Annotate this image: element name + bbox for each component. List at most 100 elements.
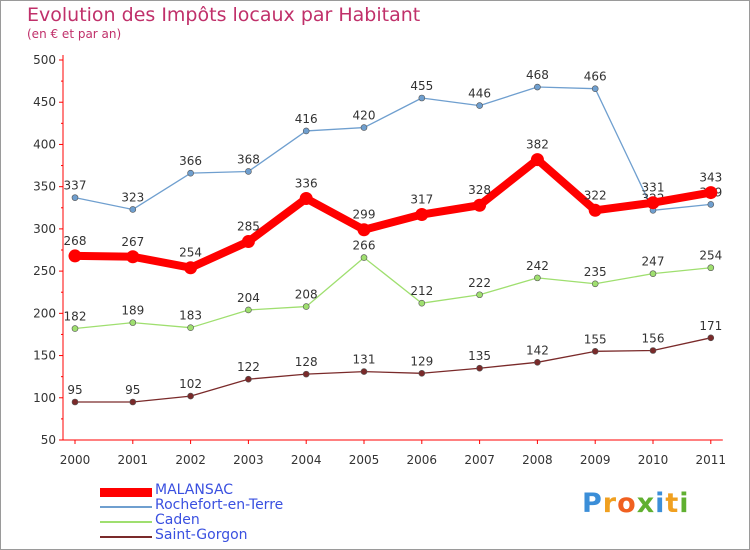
data-point-caden xyxy=(245,306,252,314)
data-point-malansac xyxy=(241,235,255,249)
data-point-saint-gorgon xyxy=(591,348,599,355)
y-tick-label: 150 xyxy=(33,349,56,363)
data-point-malansac xyxy=(299,191,313,205)
y-tick-label: 400 xyxy=(33,137,56,151)
data-label-malansac: 254 xyxy=(179,246,202,260)
x-tick-label: 2006 xyxy=(407,453,438,467)
data-point-caden xyxy=(649,270,657,277)
data-label-rochefort-en-terre: 446 xyxy=(468,87,491,101)
y-tick-label: 350 xyxy=(33,180,56,194)
data-label-caden: 204 xyxy=(237,291,260,305)
data-point-rochefort-en-terre xyxy=(245,168,252,175)
data-point-caden xyxy=(534,274,541,282)
data-label-caden: 189 xyxy=(121,304,144,318)
data-label-saint-gorgon: 131 xyxy=(353,353,376,367)
legend-label: Rochefort-en-Terre xyxy=(155,497,284,513)
data-label-saint-gorgon: 135 xyxy=(468,349,491,363)
data-label-rochefort-en-terre: 468 xyxy=(526,68,549,82)
data-label-caden: 242 xyxy=(526,259,549,273)
data-label-rochefort-en-terre: 416 xyxy=(295,112,318,126)
y-tick-label: 450 xyxy=(33,95,56,109)
data-label-caden: 235 xyxy=(584,265,607,279)
data-point-malansac xyxy=(646,196,660,210)
data-point-rochefort-en-terre xyxy=(302,127,310,135)
data-label-saint-gorgon: 95 xyxy=(125,383,140,397)
data-label-malansac: 285 xyxy=(237,220,260,234)
x-tick-label: 2004 xyxy=(291,453,322,467)
data-point-rochefort-en-terre xyxy=(360,124,368,131)
data-label-malansac: 267 xyxy=(121,235,144,249)
data-point-caden xyxy=(418,299,426,307)
data-point-rochefort-en-terre xyxy=(187,169,194,177)
y-tick-label: 300 xyxy=(33,222,56,236)
data-point-caden xyxy=(71,325,79,332)
data-label-saint-gorgon: 129 xyxy=(410,354,433,368)
data-label-malansac: 268 xyxy=(64,234,87,248)
data-label-malansac: 343 xyxy=(699,171,722,185)
data-label-caden: 222 xyxy=(468,276,491,290)
data-label-rochefort-en-terre: 323 xyxy=(121,190,144,204)
y-tick-label: 50 xyxy=(41,433,56,447)
data-point-caden xyxy=(302,303,310,310)
series-line-caden xyxy=(74,256,712,330)
data-label-malansac: 328 xyxy=(468,183,491,197)
data-label-saint-gorgon: 122 xyxy=(237,360,260,374)
data-label-rochefort-en-terre: 455 xyxy=(410,79,433,93)
data-label-malansac: 336 xyxy=(295,176,318,190)
data-point-saint-gorgon xyxy=(707,334,715,342)
data-point-rochefort-en-terre xyxy=(476,102,483,109)
data-point-saint-gorgon xyxy=(534,359,541,366)
data-point-caden xyxy=(591,280,599,288)
data-point-malansac xyxy=(530,153,544,167)
logo-letter: i xyxy=(655,488,666,519)
data-point-malansac xyxy=(126,250,140,264)
data-label-malansac: 317 xyxy=(410,193,433,207)
data-label-saint-gorgon: 102 xyxy=(179,377,202,391)
data-point-saint-gorgon xyxy=(71,398,79,406)
logo-letter: x xyxy=(636,488,656,519)
data-point-caden xyxy=(707,264,715,272)
y-tick-label: 500 xyxy=(33,53,56,67)
legend-swatch xyxy=(100,506,152,508)
data-label-saint-gorgon: 128 xyxy=(295,355,318,369)
data-point-saint-gorgon xyxy=(187,392,194,400)
data-point-saint-gorgon xyxy=(418,369,426,377)
data-point-rochefort-en-terre xyxy=(534,83,541,91)
data-point-caden xyxy=(360,254,368,261)
legend-swatch xyxy=(100,521,152,523)
data-point-malansac xyxy=(415,208,429,222)
data-point-caden xyxy=(476,291,483,299)
chart-title: Evolution des Impôts locaux par Habitant xyxy=(27,4,421,26)
x-tick-label: 2001 xyxy=(118,453,149,467)
data-label-caden: 212 xyxy=(410,284,433,298)
data-point-saint-gorgon xyxy=(360,368,368,375)
chart-subtitle: (en € et par an) xyxy=(27,27,122,41)
data-point-saint-gorgon xyxy=(302,370,310,378)
data-label-saint-gorgon: 155 xyxy=(584,332,607,346)
data-label-saint-gorgon: 171 xyxy=(699,319,722,333)
data-label-rochefort-en-terre: 420 xyxy=(353,109,376,123)
data-label-rochefort-en-terre: 368 xyxy=(237,152,260,166)
data-point-malansac xyxy=(357,223,371,237)
data-point-rochefort-en-terre xyxy=(591,85,599,93)
x-tick-label: 2007 xyxy=(464,453,495,467)
data-point-malansac xyxy=(184,261,198,275)
data-label-caden: 208 xyxy=(295,288,318,302)
y-tick-label: 200 xyxy=(33,306,56,320)
data-point-saint-gorgon xyxy=(129,398,137,406)
x-tick-label: 2011 xyxy=(696,453,727,467)
x-tick-label: 2010 xyxy=(638,453,669,467)
logo-letter: t xyxy=(665,488,680,519)
data-point-malansac xyxy=(68,249,82,263)
x-tick-label: 2002 xyxy=(175,453,206,467)
data-point-rochefort-en-terre xyxy=(707,201,715,208)
data-label-saint-gorgon: 156 xyxy=(642,331,665,345)
data-label-malansac: 331 xyxy=(642,181,665,195)
data-label-rochefort-en-terre: 466 xyxy=(584,70,607,84)
legend-swatch xyxy=(100,488,152,497)
logo-letter: o xyxy=(617,488,637,519)
data-point-malansac xyxy=(704,186,718,200)
data-point-rochefort-en-terre xyxy=(129,206,137,213)
data-point-malansac xyxy=(473,198,487,212)
